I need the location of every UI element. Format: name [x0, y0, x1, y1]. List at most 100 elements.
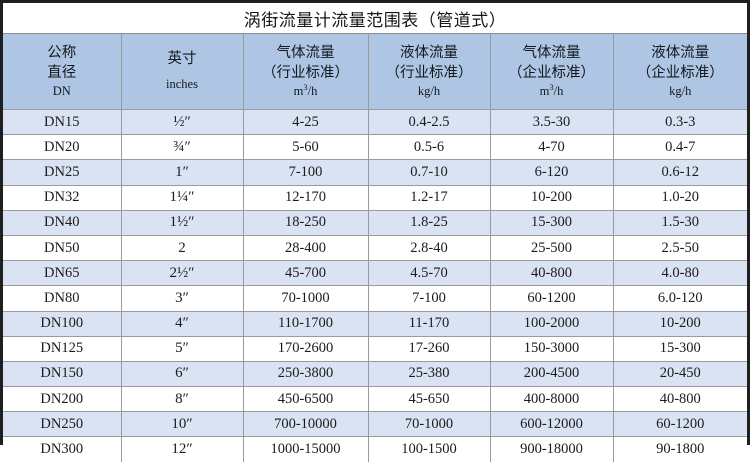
cell-inches: 2½″ [121, 260, 244, 287]
cell-liquid_ent: 1.0-20 [613, 185, 747, 211]
cell-gas_ent: 10-200 [490, 185, 614, 211]
cell-liquid_ent: 40-800 [613, 386, 747, 413]
header-line: DN [52, 83, 71, 98]
cell-liquid_ent: 6.0-120 [613, 285, 747, 312]
cell-inches: ½″ [121, 109, 244, 136]
cell-dn: DN125 [3, 336, 122, 362]
cell-gas_ent: 400-8000 [490, 386, 614, 413]
cell-inches: 1½″ [121, 210, 244, 236]
cell-inches: 1¼″ [121, 185, 244, 211]
header-lines: 液体流量 （企业标准） kg/h [614, 43, 748, 100]
cell-gas_ind: 12-170 [243, 185, 369, 211]
table-row: DN125 5″ 170-2600 17-260 150-3000 15-300 [3, 336, 747, 362]
header-line: （行业标准） [385, 64, 473, 81]
header-lines: 气体流量 （行业标准） m3/h [244, 43, 368, 100]
cell-liquid_ent: 0.3-3 [613, 109, 747, 136]
header-line-unit-m3h: m3/h [539, 81, 564, 98]
header-line: 英寸 [167, 51, 197, 68]
cell-gas_ind: 5-60 [243, 134, 369, 161]
header-line-unit-m3h: m3/h [293, 81, 318, 98]
cell-dn: DN150 [3, 361, 122, 388]
header-lines: 英寸 inches [122, 49, 243, 93]
cell-gas_ind: 700-10000 [243, 411, 369, 438]
cell-inches: 2 [121, 235, 244, 262]
header-lines: 气体流量 （企业标准） m3/h [491, 43, 613, 100]
table-row: DN200 8″ 450-6500 45-650 400-8000 40-800 [3, 386, 747, 413]
table-body: DN15 ½″ 4-25 0.4-2.5 3.5-30 0.3-3 DN20 ¾″ 5-60 0.… [3, 109, 747, 462]
cell-liquid_ind: 11-170 [368, 311, 491, 337]
cell-gas_ind: 70-1000 [243, 285, 369, 312]
cell-liquid_ind: 45-650 [368, 386, 491, 413]
cell-gas_ent: 600-12000 [490, 411, 614, 438]
cell-liquid_ent: 4.0-80 [613, 260, 747, 287]
header-line: 液体流量 [400, 44, 458, 61]
cell-dn: DN32 [3, 185, 122, 211]
cell-inches: 6″ [121, 361, 244, 388]
cell-gas_ent: 900-18000 [490, 436, 614, 462]
table-row: DN25 1″ 7-100 0.7-10 6-120 0.6-12 [3, 159, 747, 186]
cell-inches: 10″ [121, 411, 244, 438]
cell-gas_ent: 200-4500 [490, 361, 614, 388]
table-row: DN250 10″ 700-10000 70-1000 600-12000 60-1200 [3, 411, 747, 438]
header-lines: 公称直径 DN [3, 43, 121, 100]
cell-inches: 3″ [121, 285, 244, 312]
cell-gas_ind: 45-700 [243, 260, 369, 287]
cell-liquid_ind: 0.4-2.5 [368, 109, 491, 136]
cell-dn: DN80 [3, 285, 122, 312]
cell-gas_ind: 110-1700 [243, 311, 369, 337]
cell-liquid_ent: 90-1800 [613, 436, 747, 462]
cell-dn: DN15 [3, 109, 122, 136]
page-title: 涡街流量计流量范围表（管道式） [243, 10, 507, 30]
header-line: 直径 [47, 64, 77, 81]
table-row: DN150 6″ 250-3800 25-380 200-4500 20-450 [3, 361, 747, 388]
table-row: DN80 3″ 70-1000 7-100 60-1200 6.0-120 [3, 285, 747, 312]
header-row: 公称 直径 DN 英寸 inches 气体流量 （行业标准） m3/h 液体流量 （行业标准） kg… [3, 34, 747, 110]
cell-dn: DN200 [3, 386, 122, 413]
cell-liquid_ent: 0.4-7 [613, 134, 747, 161]
header-line: inches [166, 77, 198, 92]
cell-liquid_ent: 60-1200 [613, 411, 747, 438]
cell-inches: 5″ [121, 336, 244, 362]
cell-dn: DN65 [3, 260, 122, 287]
cell-liquid_ent: 20-450 [613, 361, 747, 388]
cell-gas_ent: 4-70 [490, 134, 614, 161]
header-line: 公称 [47, 44, 77, 61]
header-line: 气体流量 [522, 44, 581, 61]
cell-gas_ind: 1000-15000 [243, 436, 369, 462]
cell-dn: DN100 [3, 311, 122, 337]
column-header-liquid_ent: 液体流量 （企业标准） kg/h [613, 34, 747, 110]
cell-liquid_ent: 15-300 [613, 336, 747, 362]
cell-liquid_ind: 1.2-17 [368, 185, 491, 211]
cell-gas_ind: 170-2600 [243, 336, 369, 362]
cell-gas_ind: 7-100 [243, 159, 369, 186]
cell-gas_ent: 25-500 [490, 235, 614, 262]
cell-liquid_ent: 0.6-12 [613, 159, 747, 186]
cell-gas_ind: 28-400 [243, 235, 369, 262]
column-header-inches: 英寸 inches [121, 34, 244, 110]
cell-gas_ind: 18-250 [243, 210, 369, 236]
header-line: 液体流量 [651, 44, 710, 61]
cell-liquid_ind: 0.7-10 [368, 159, 491, 186]
header-line: （行业标准） [262, 64, 349, 81]
column-header-gas_ent: 气体流量 （企业标准） m3/h [490, 34, 614, 110]
table-row: DN15 ½″ 4-25 0.4-2.5 3.5-30 0.3-3 [3, 109, 747, 136]
header-line: kg/h [669, 83, 692, 98]
cell-dn: DN50 [3, 235, 122, 262]
table-row: DN32 1¼″ 12-170 1.2-17 10-200 1.0-20 [3, 185, 747, 211]
cell-gas_ent: 150-3000 [490, 336, 614, 362]
cell-dn: DN40 [3, 210, 122, 236]
cell-gas_ind: 4-25 [243, 109, 369, 136]
table-header: 公称 直径 DN 英寸 inches 气体流量 （行业标准） m3/h 液体流量 （行业标准） kg… [3, 34, 747, 110]
column-header-gas_ind: 气体流量 （行业标准） m3/h [243, 34, 369, 110]
cell-gas_ent: 15-300 [490, 210, 614, 236]
cell-dn: DN25 [3, 159, 122, 186]
cell-liquid_ent: 10-200 [613, 311, 747, 337]
header-line: 气体流量 [276, 44, 335, 61]
table-row: DN300 12″ 1000-15000 100-1500 900-18000 90-18… [3, 436, 747, 462]
cell-liquid_ind: 100-1500 [368, 436, 491, 462]
column-header-dn: 公称直径 DN [3, 34, 122, 110]
cell-liquid_ind: 4.5-70 [368, 260, 491, 287]
table-title-row: 涡街流量计流量范围表（管道式） [3, 3, 747, 34]
cell-inches: ¾″ [121, 134, 244, 161]
